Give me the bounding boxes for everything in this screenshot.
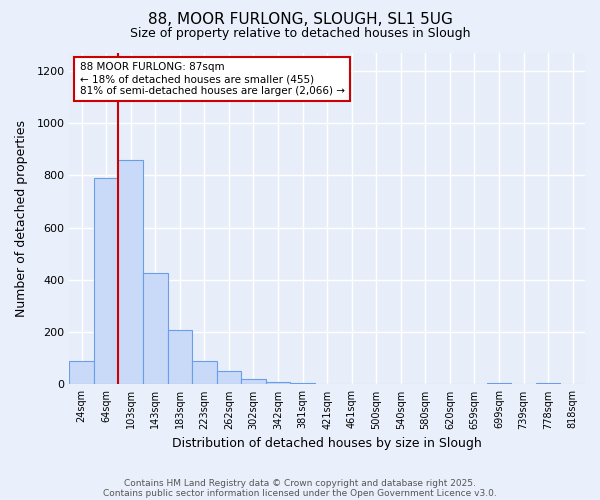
Text: Contains public sector information licensed under the Open Government Licence v3: Contains public sector information licen…: [103, 488, 497, 498]
Bar: [487, 383, 511, 384]
Bar: [536, 383, 560, 384]
Bar: [241, 379, 266, 384]
Text: Contains HM Land Registry data © Crown copyright and database right 2025.: Contains HM Land Registry data © Crown c…: [124, 478, 476, 488]
Text: Size of property relative to detached houses in Slough: Size of property relative to detached ho…: [130, 28, 470, 40]
Bar: [217, 372, 241, 384]
Bar: [167, 330, 192, 384]
Y-axis label: Number of detached properties: Number of detached properties: [15, 120, 28, 317]
Bar: [290, 383, 315, 384]
Bar: [192, 361, 217, 384]
Text: 88 MOOR FURLONG: 87sqm
← 18% of detached houses are smaller (455)
81% of semi-de: 88 MOOR FURLONG: 87sqm ← 18% of detached…: [80, 62, 344, 96]
Bar: [118, 160, 143, 384]
Bar: [94, 178, 118, 384]
Bar: [70, 361, 94, 384]
X-axis label: Distribution of detached houses by size in Slough: Distribution of detached houses by size …: [172, 437, 482, 450]
Bar: [266, 382, 290, 384]
Bar: [143, 274, 167, 384]
Text: 88, MOOR FURLONG, SLOUGH, SL1 5UG: 88, MOOR FURLONG, SLOUGH, SL1 5UG: [148, 12, 452, 28]
